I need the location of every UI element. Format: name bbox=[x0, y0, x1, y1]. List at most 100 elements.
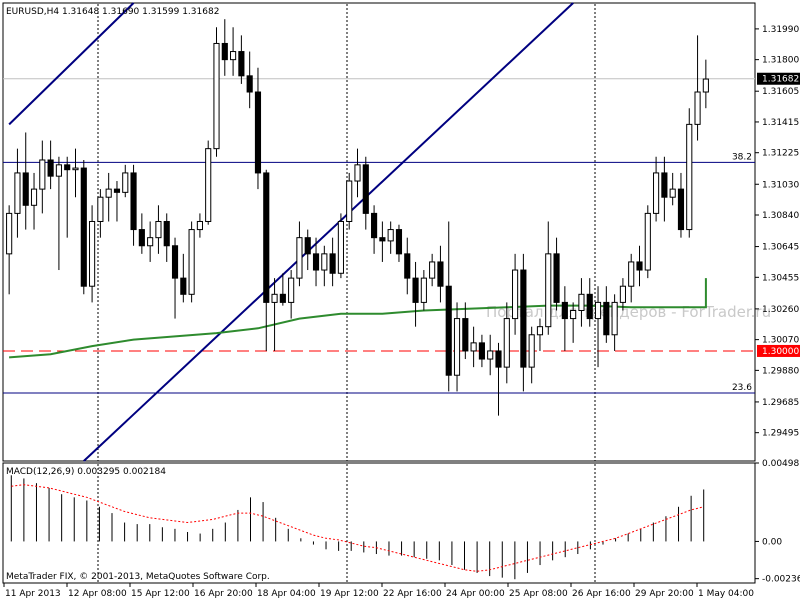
candle bbox=[230, 27, 237, 76]
candle bbox=[478, 334, 485, 368]
candle-bull-body bbox=[196, 220, 203, 231]
candle-bear-body bbox=[561, 301, 568, 320]
candle bbox=[47, 140, 54, 190]
candle bbox=[528, 326, 535, 384]
candle-bear-body bbox=[462, 318, 469, 352]
candle-bear-body bbox=[636, 261, 643, 271]
candle-bull-body bbox=[39, 159, 46, 190]
candle bbox=[64, 156, 71, 238]
candle bbox=[138, 213, 145, 254]
candle-bull-body bbox=[30, 188, 38, 206]
price-panel[interactable]: 38.223.6 Портал для трейдеров - ForTrade… bbox=[2, 2, 771, 462]
candle-bull-body bbox=[594, 301, 602, 320]
fibonacci-lines[interactable]: 38.2 23.6 bbox=[3, 152, 755, 394]
candle-bear-body bbox=[395, 229, 403, 255]
candle bbox=[163, 213, 170, 262]
price-tick-label: 1.29495 bbox=[762, 429, 799, 439]
candle bbox=[221, 19, 228, 76]
candle bbox=[188, 221, 195, 303]
candle-bull-body bbox=[503, 318, 510, 368]
candle bbox=[196, 213, 203, 238]
candle-bear-body bbox=[404, 253, 411, 279]
candle bbox=[536, 318, 544, 351]
candle-bull-body bbox=[89, 220, 96, 287]
candles bbox=[6, 19, 709, 416]
time-tick-label: 19 Apr 12:00 bbox=[320, 589, 379, 599]
candle-bear-body bbox=[677, 188, 685, 231]
macd-tick-label: 0.00 bbox=[762, 537, 782, 547]
time-tick-label: 11 Apr 2013 bbox=[5, 589, 61, 599]
macd-panel[interactable]: MACD(12,26,9) 0.003295 0.002184 MetaTrad… bbox=[2, 462, 756, 584]
candle-bull-body bbox=[6, 212, 13, 255]
trendline bbox=[83, 2, 574, 462]
candle bbox=[437, 245, 444, 303]
candle-bear-body bbox=[22, 172, 29, 206]
trendline bbox=[8, 2, 135, 126]
candle bbox=[6, 205, 13, 295]
candle bbox=[570, 302, 577, 343]
candle-bear-body bbox=[113, 188, 121, 193]
candle-bull-body bbox=[420, 277, 427, 303]
candle-bull-body bbox=[55, 164, 62, 177]
candle bbox=[371, 205, 378, 254]
candle-bull-body bbox=[702, 78, 709, 93]
candle bbox=[553, 237, 560, 311]
candle-bull-body bbox=[14, 172, 21, 214]
candle bbox=[213, 27, 220, 157]
candle-bull-body bbox=[346, 180, 353, 222]
candle-bear-body bbox=[138, 229, 145, 247]
candle-bull-body bbox=[653, 172, 660, 214]
time-tick-label: 25 Apr 08:00 bbox=[509, 589, 568, 599]
candle bbox=[653, 156, 660, 222]
price-plot-frame bbox=[2, 2, 756, 462]
price-tick-label: 1.31800 bbox=[762, 56, 799, 66]
candle bbox=[636, 245, 643, 287]
candle-bear-body bbox=[180, 277, 187, 295]
current-price-label: 1.31682 bbox=[762, 75, 799, 85]
candle-bear-body bbox=[371, 212, 378, 239]
candle bbox=[686, 108, 693, 238]
candle-bull-body bbox=[72, 167, 79, 171]
candle-bear-body bbox=[312, 253, 320, 271]
candle-bull-body bbox=[619, 285, 626, 303]
candle bbox=[445, 221, 452, 392]
candle-bear-body bbox=[246, 75, 253, 93]
candle bbox=[288, 270, 295, 319]
candle bbox=[304, 229, 311, 271]
candle bbox=[147, 221, 154, 262]
candle bbox=[329, 237, 336, 287]
candle bbox=[362, 156, 369, 230]
current-price-box bbox=[757, 72, 800, 85]
candle bbox=[337, 213, 344, 279]
candle-bull-body bbox=[686, 123, 693, 231]
candle bbox=[263, 169, 270, 351]
macd-signal-path bbox=[11, 484, 704, 572]
candle bbox=[603, 286, 610, 343]
candle-bull-body bbox=[288, 277, 295, 303]
price-tick-label: 1.31990 bbox=[762, 25, 799, 35]
time-tick-label: 24 Apr 00:00 bbox=[446, 589, 505, 599]
candle-bull-body bbox=[147, 237, 154, 247]
copyright-text: MetaTrader FIX, © 2001-2013, MetaQuotes … bbox=[6, 572, 270, 582]
candle bbox=[395, 224, 403, 262]
candle-bull-body bbox=[628, 261, 635, 287]
candle bbox=[512, 253, 519, 335]
candle bbox=[611, 294, 618, 351]
trendlines[interactable] bbox=[8, 2, 574, 462]
price-tick-label: 1.29880 bbox=[762, 366, 799, 376]
candle-bear-body bbox=[304, 237, 311, 255]
candle bbox=[22, 132, 29, 230]
candle bbox=[80, 159, 87, 295]
candle bbox=[321, 245, 328, 287]
candle-bull-body bbox=[97, 196, 104, 222]
horizontal-line-price-label: 1.30000 bbox=[762, 347, 799, 357]
candle bbox=[677, 172, 685, 238]
candle bbox=[122, 164, 129, 198]
candle-bull-body bbox=[453, 318, 461, 376]
candle bbox=[429, 253, 436, 287]
price-tick-label: 1.31225 bbox=[762, 149, 799, 159]
candle-bear-body bbox=[445, 285, 452, 376]
candle bbox=[271, 278, 278, 351]
candle bbox=[594, 286, 602, 368]
